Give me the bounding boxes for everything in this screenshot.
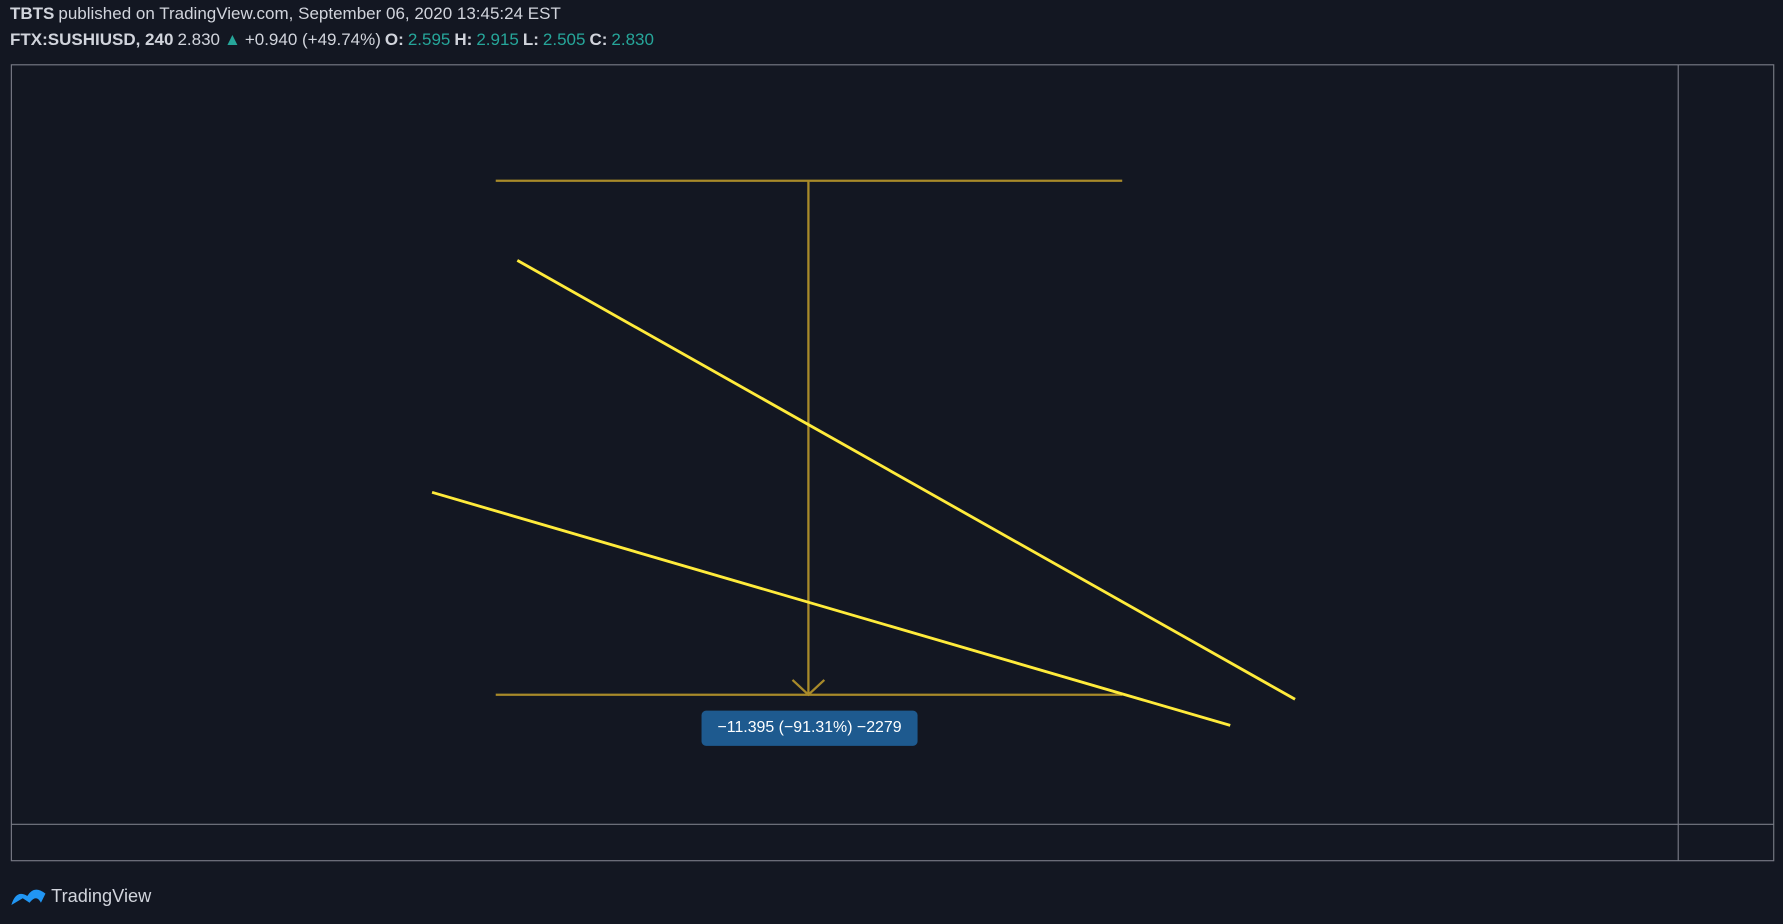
low-value: 2.505 (542, 30, 586, 49)
header-line-2: FTX:SUSHIUSD, 240 2.830 ▲ +0.940 (+49.74%) O… (10, 30, 658, 50)
low-label: L: (522, 30, 539, 49)
author: TBTS (10, 4, 55, 23)
measure-label-box (701, 710, 918, 746)
close-value: 2.830 (611, 30, 654, 49)
brand-name: TradingView (51, 886, 152, 906)
high-value: 2.915 (476, 30, 519, 49)
open-value: 2.595 (407, 30, 451, 49)
high-label: H: (454, 30, 473, 49)
symbol: FTX:SUSHIUSD, 240 (10, 30, 174, 49)
trend-line-lower (431, 490, 1231, 727)
published: published on TradingView.com, September … (58, 4, 561, 23)
change-arrow: ▲ (223, 30, 241, 49)
measure-arrow-head (791, 679, 826, 697)
header-line-1: TBTS published on TradingView.com, Septem… (10, 4, 565, 24)
trend-line-upper (516, 259, 1296, 701)
chart-frame (10, 64, 1775, 862)
brand-logo (11, 889, 46, 906)
open-label: O: (384, 30, 404, 49)
last-price: 2.830 (177, 30, 220, 49)
drawings: −11.395 (−91.31%) −2279 (431, 179, 1296, 746)
change: +0.940 (+49.74%) (244, 30, 381, 49)
measure-label: −11.395 (−91.31%) −2279 (717, 719, 901, 736)
close-label: C: (589, 30, 608, 49)
brand: TradingView (11, 886, 152, 906)
